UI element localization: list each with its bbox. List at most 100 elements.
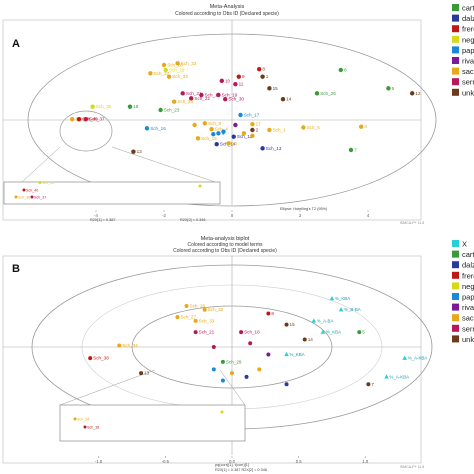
inset-point — [198, 184, 202, 188]
data-point-label: Sch_32 — [208, 307, 224, 312]
data-point — [233, 122, 238, 128]
data-point — [266, 352, 271, 357]
data-point-label: Sch_29 — [226, 359, 242, 364]
data-point-label: Sch_16 — [150, 126, 166, 131]
data-point — [410, 91, 415, 96]
legend-swatch-papy — [452, 46, 459, 54]
data-point — [144, 126, 150, 131]
panel-b-zoom-connector-left — [59, 369, 156, 406]
panel-a-y-axis-text: R2X[2] = 0.346 — [180, 218, 205, 222]
x-tick-label: -2 — [162, 213, 166, 218]
data-point — [216, 131, 221, 136]
data-point-label: 8 — [262, 67, 265, 72]
data-point — [220, 359, 225, 364]
data-point — [260, 74, 265, 79]
data-point — [202, 307, 207, 312]
data-point-label: Sch_17 — [244, 113, 260, 118]
loading-marker — [320, 329, 326, 334]
data-point — [166, 74, 172, 79]
legend-swatch-negle — [452, 282, 459, 290]
legend-swatch-papy — [452, 293, 459, 300]
data-point-label: 2 — [256, 128, 259, 133]
data-point-label: Sch_27 — [180, 315, 196, 320]
legend-swatch-frere — [452, 25, 459, 33]
data-point-label: Sch_4 — [215, 127, 228, 132]
data-point-label: 1 — [266, 74, 269, 79]
data-point-label: Sch_18 — [205, 93, 221, 98]
data-point — [280, 96, 286, 102]
data-point — [163, 67, 168, 73]
data-point — [211, 367, 216, 372]
data-point — [238, 112, 243, 118]
x-tick-label: -1.0 — [95, 459, 103, 464]
legend-swatch-X — [452, 240, 459, 247]
legend-label: negle — [462, 35, 474, 44]
data-point — [172, 99, 177, 104]
data-point — [90, 104, 95, 109]
legend-label: unk. — [462, 88, 474, 97]
legend-label: serra — [462, 78, 474, 87]
legend-label: X — [462, 240, 467, 249]
data-point — [266, 311, 271, 316]
data-point-label: 17 — [256, 122, 262, 127]
data-point-label: 14 — [286, 97, 292, 102]
data-point — [314, 91, 320, 96]
data-point-label: Sch_21 — [199, 330, 215, 335]
panel-b-x-ticks: -1.0 -0.5 0.0 0.5 1.0 — [95, 456, 369, 464]
panel-a: Meta-Analysis Colored according to Obs I… — [2, 4, 474, 225]
inset-point — [220, 410, 224, 414]
data-point — [226, 141, 231, 146]
data-point — [239, 330, 244, 335]
legend-swatch-unk — [452, 335, 459, 343]
data-point — [284, 322, 289, 327]
inset-point-label: Sch_36 — [18, 195, 30, 199]
legend-label: frere — [462, 271, 474, 280]
data-point-label: 15 — [290, 322, 296, 327]
data-point — [189, 96, 194, 101]
data-point-label: Sch_34 — [122, 343, 138, 348]
panel-b-inset-points: Sch_34 Sch_38 — [73, 410, 224, 429]
legend-label: dalzi — [462, 14, 474, 23]
data-point — [193, 330, 198, 335]
panel-a-title: Meta-Analysis — [210, 4, 245, 10]
data-point-label: Sch_33 — [199, 318, 215, 323]
data-point — [257, 66, 262, 72]
loading-marker — [384, 374, 389, 379]
data-point — [216, 92, 221, 98]
loading-label: %_A-KBA — [390, 374, 410, 379]
data-point — [148, 71, 153, 76]
data-point — [195, 136, 201, 141]
legend-swatch-rivae — [452, 57, 459, 64]
data-point — [202, 121, 207, 126]
data-point-label: Sch_28 — [167, 63, 183, 68]
panel-a-watermark: SIMCA-P+ 11.5 — [400, 221, 424, 225]
data-point — [161, 62, 167, 68]
data-point — [233, 81, 238, 87]
data-point — [257, 367, 262, 372]
panel-a-zoom-connector-left — [21, 146, 61, 183]
panel-b-frame — [2, 255, 422, 464]
data-point-label: Sch_22 — [194, 96, 210, 101]
panel-a-zoom-connector-right — [111, 146, 216, 183]
panel-a-ellipse-note: Ellipse: Hotelling's T2 (95%) — [280, 207, 328, 211]
data-point — [209, 126, 214, 132]
panel-b-loadings: %_KBA %_B-BA %_A-BA %_KBA %_A-KBA %_KBA %_A-KB… — [284, 296, 427, 379]
data-point — [83, 116, 89, 122]
panel-a-cluster-ellipse — [59, 110, 113, 152]
legend-label: rivae — [462, 303, 474, 312]
data-point-label: 6 — [344, 68, 347, 73]
data-point — [236, 74, 241, 79]
data-point-label: 16 — [232, 141, 238, 146]
data-point — [158, 107, 163, 113]
data-point — [70, 116, 75, 122]
data-point-label: Sch_23 — [164, 108, 180, 113]
data-point — [175, 315, 180, 320]
data-point — [211, 345, 216, 349]
data-point — [184, 304, 189, 308]
data-point-label: 14 — [308, 337, 314, 342]
loading-label: %_KBA — [326, 330, 341, 335]
data-point — [366, 382, 371, 387]
data-point-label: Sch_15 — [201, 136, 217, 141]
data-point — [127, 104, 133, 109]
data-point — [284, 382, 289, 387]
